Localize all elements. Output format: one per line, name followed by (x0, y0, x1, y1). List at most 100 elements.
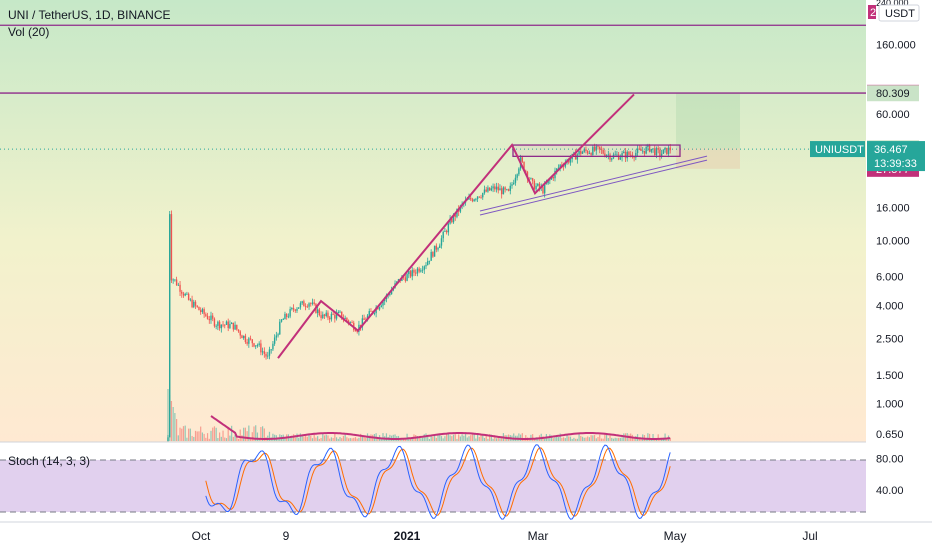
candle-body (255, 345, 257, 347)
candle-body (378, 307, 381, 310)
candle-body (418, 268, 420, 272)
volume-bar (323, 435, 326, 441)
candle-body (444, 230, 446, 232)
price-tick-label: 1.500 (876, 370, 904, 382)
candle-body (619, 157, 622, 160)
candle-body (241, 335, 243, 339)
candle-body (449, 218, 451, 224)
volume-bar (461, 434, 463, 441)
volume-bar (213, 426, 216, 441)
candle-body (523, 161, 525, 171)
candle-body (581, 151, 584, 154)
candle-body (265, 353, 267, 357)
volume-bar (550, 435, 553, 441)
candle-body (179, 284, 181, 292)
candle-body (217, 321, 219, 326)
candle-body (445, 230, 448, 233)
volume-bar (576, 438, 578, 441)
volume-bar (303, 436, 305, 441)
candle-body (282, 319, 284, 321)
candle-body (341, 311, 343, 319)
candle-body (323, 314, 326, 316)
candle-body (363, 318, 365, 320)
volume-bar (580, 435, 582, 441)
volume-bar (306, 436, 308, 441)
candle-body (602, 150, 604, 154)
volume-bar (585, 437, 587, 441)
volume-bar (272, 433, 274, 441)
volume-bar (219, 432, 221, 441)
candle-body (647, 144, 649, 147)
candle-body (267, 355, 269, 357)
volume-bar (497, 437, 499, 441)
candle-body (437, 247, 439, 250)
volume-bar (575, 438, 577, 441)
price-tick-label: 2.500 (876, 334, 904, 346)
volume-bar (184, 425, 186, 441)
volume-bar (305, 435, 307, 441)
candle-body (299, 303, 302, 308)
volume-bar (664, 433, 666, 441)
candle-body (636, 148, 639, 154)
candle-body (470, 197, 472, 200)
candle-body (408, 271, 410, 275)
volume-bar (446, 434, 448, 441)
candle-body (174, 279, 176, 281)
volume-bar (353, 437, 355, 441)
candle-body (509, 185, 511, 191)
candle-body (442, 231, 444, 239)
volume-bar (463, 435, 465, 441)
candle-body (296, 308, 298, 311)
volume-bar (363, 435, 365, 441)
candle-body (578, 150, 580, 155)
volume-bar (172, 407, 174, 441)
volume-bar (552, 438, 554, 441)
candle-body (304, 306, 307, 308)
candle-body (664, 147, 666, 150)
candle-body (377, 307, 379, 310)
candle-body (511, 184, 513, 186)
candle-body (289, 309, 291, 317)
volume-bar (262, 426, 264, 441)
candle-body (660, 153, 663, 157)
volume-bar (440, 436, 443, 441)
volume-bar (327, 435, 329, 441)
volume-bar (520, 434, 522, 441)
quote-currency-label: USDT (885, 8, 915, 20)
candle-body (490, 188, 493, 191)
volume-bar (291, 436, 293, 441)
volume-bar (619, 437, 621, 441)
candle-body (543, 183, 546, 194)
time-tick-label: Mar (528, 529, 549, 543)
volume-bar (590, 435, 592, 441)
candle-body (191, 299, 193, 308)
volume-bar (167, 389, 169, 441)
candle-body (218, 321, 221, 329)
volume-bar (377, 437, 379, 441)
candle-body (483, 189, 486, 193)
candle-body (569, 158, 572, 163)
volume-bar (652, 433, 654, 441)
volume-bar (181, 428, 183, 441)
volume-bar (449, 435, 451, 441)
candle-body (485, 189, 487, 192)
candle-body (447, 223, 450, 233)
candle-body (420, 270, 422, 272)
candle-body (564, 162, 567, 167)
volume-bar (243, 427, 245, 441)
volume-bar (317, 436, 319, 441)
volume-bar (581, 436, 584, 441)
candle-body (473, 199, 475, 202)
candle-body (513, 182, 515, 185)
volume-bar (468, 436, 470, 441)
volume-bar (421, 437, 424, 441)
volume-bar (225, 438, 228, 441)
candle-body (502, 187, 505, 195)
candle-body (411, 269, 413, 277)
candle-body (537, 183, 539, 186)
candle-body (232, 322, 235, 330)
candle-body (478, 196, 481, 198)
candle-body (533, 180, 536, 190)
